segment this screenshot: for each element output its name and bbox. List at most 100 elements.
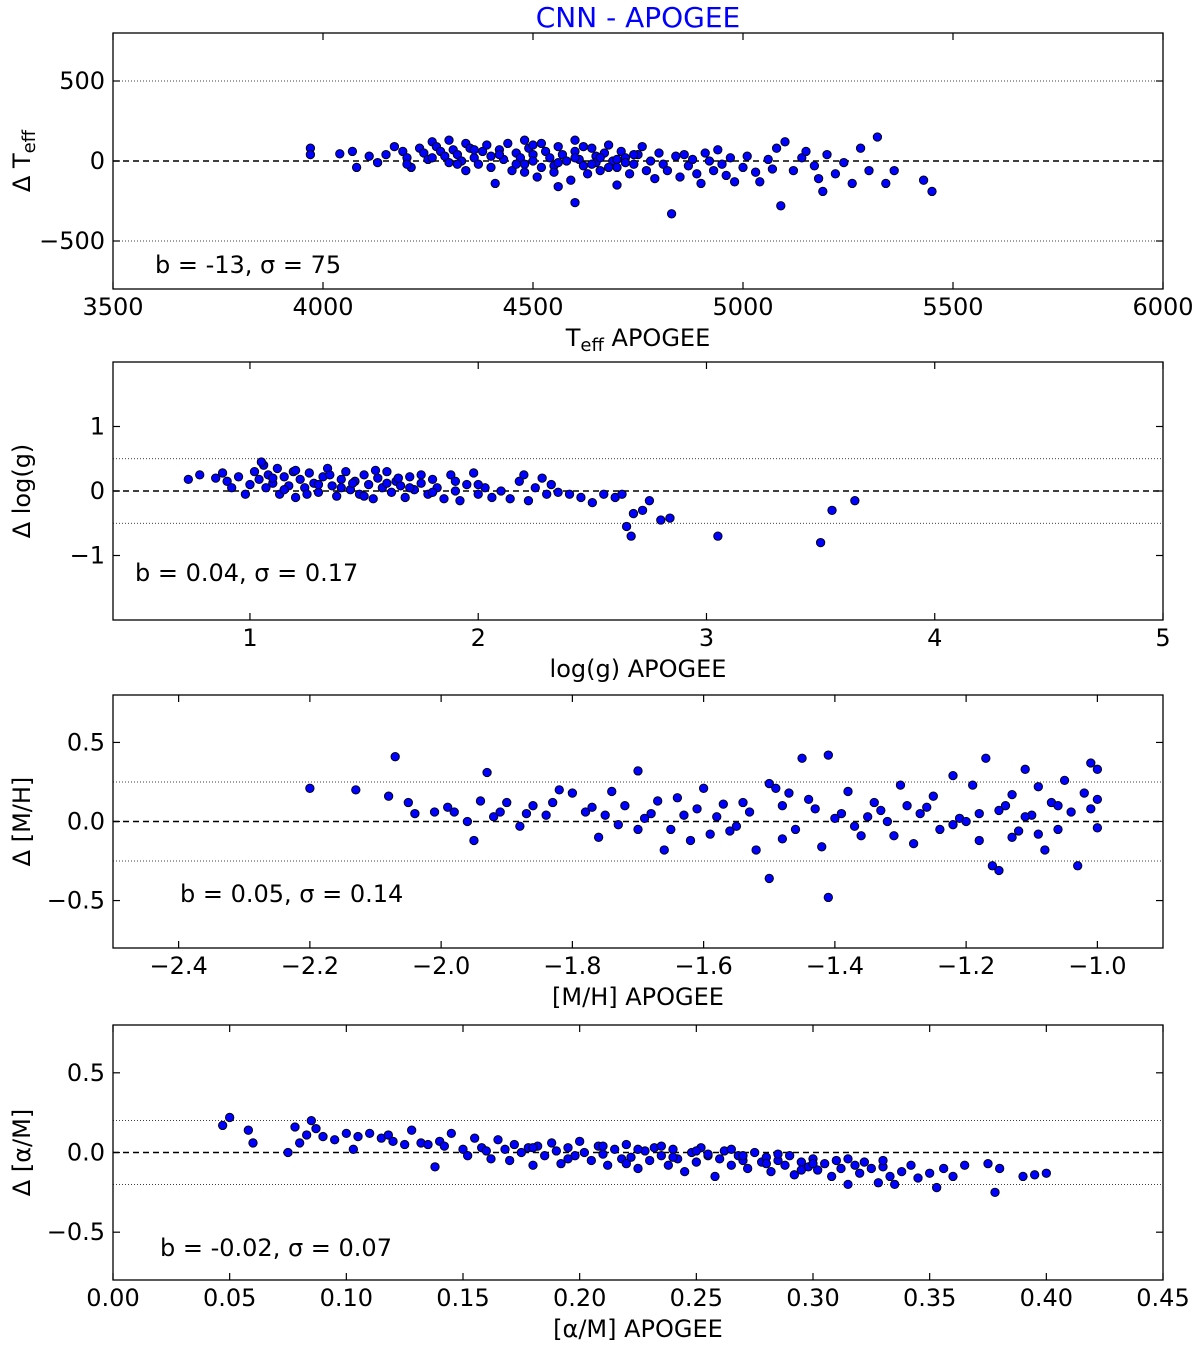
x-tick-label: 5000 <box>712 293 773 321</box>
data-point <box>731 821 742 831</box>
data-point <box>595 165 605 176</box>
data-point <box>855 1168 865 1178</box>
data-point <box>514 476 524 486</box>
data-point <box>767 164 778 174</box>
x-axis-label: Teff APOGEE <box>565 324 711 356</box>
x-tick-label: 0.00 <box>86 1284 139 1312</box>
data-point <box>803 794 814 805</box>
data-point <box>449 807 459 817</box>
data-point <box>1079 788 1089 798</box>
data-point <box>1092 764 1103 774</box>
data-point <box>473 159 484 169</box>
data-point <box>603 1160 613 1170</box>
data-point <box>646 808 656 819</box>
data-point <box>849 821 860 831</box>
y-tick-label: −0.5 <box>47 1218 105 1246</box>
x-tick-label: 0.05 <box>203 1284 256 1312</box>
data-point <box>440 151 450 161</box>
x-tick-label: −1.6 <box>674 952 732 980</box>
data-point <box>373 473 383 483</box>
data-point <box>330 1135 340 1145</box>
data-point <box>981 753 991 763</box>
data-point <box>1086 804 1096 814</box>
data-point <box>818 186 828 197</box>
data-point <box>579 1147 589 1158</box>
data-point <box>645 1155 655 1166</box>
data-point <box>563 1143 573 1153</box>
data-point <box>419 148 429 158</box>
data-point <box>370 465 381 476</box>
x-tick-label: 0.10 <box>320 1284 373 1312</box>
x-tick-label: 0.35 <box>903 1284 956 1312</box>
data-point <box>341 1128 351 1139</box>
data-point <box>633 824 643 835</box>
data-point <box>902 801 912 811</box>
data-point <box>383 1130 393 1140</box>
data-point <box>1073 861 1083 871</box>
data-point <box>881 178 891 189</box>
data-point <box>831 1155 841 1166</box>
data-point <box>607 786 617 797</box>
data-point <box>1041 1168 1051 1178</box>
x-tick-label: 4 <box>927 624 942 652</box>
data-point <box>603 140 614 150</box>
data-point <box>843 1154 853 1164</box>
data-point <box>850 1160 860 1170</box>
data-point <box>987 861 998 871</box>
data-point <box>587 143 597 153</box>
data-point <box>450 486 461 496</box>
data-point <box>906 1160 916 1170</box>
data-point <box>666 824 676 835</box>
data-point <box>575 1136 585 1146</box>
data-point <box>662 165 673 176</box>
data-point <box>365 1128 375 1139</box>
data-point <box>721 170 731 181</box>
data-point <box>509 1139 519 1150</box>
data-point <box>227 483 237 493</box>
data-point <box>738 1151 748 1161</box>
data-point <box>1053 824 1063 835</box>
data-point <box>1007 832 1017 842</box>
data-point <box>771 783 781 793</box>
data-point <box>878 1155 888 1166</box>
data-point <box>925 1168 935 1178</box>
data-point <box>347 146 358 157</box>
data-point <box>279 472 289 482</box>
data-point <box>715 1154 725 1164</box>
data-point <box>475 796 486 806</box>
data-point <box>839 157 849 168</box>
data-point <box>542 489 552 499</box>
data-point <box>797 753 807 763</box>
data-point <box>532 172 542 182</box>
data-point <box>598 1141 608 1151</box>
data-point <box>692 804 702 814</box>
x-tick-label: −2.4 <box>149 952 207 980</box>
data-point <box>528 140 538 150</box>
data-point <box>243 1125 253 1135</box>
data-point <box>637 141 647 152</box>
data-point <box>486 162 496 173</box>
data-point <box>897 1166 907 1177</box>
data-point <box>528 801 538 811</box>
data-point <box>455 496 465 506</box>
y-tick-label: 0.5 <box>67 1059 105 1087</box>
data-point <box>789 1170 799 1180</box>
data-point <box>570 197 580 208</box>
data-point <box>827 1171 837 1182</box>
data-point <box>388 1136 398 1146</box>
data-point <box>553 141 563 152</box>
data-point <box>685 835 696 846</box>
y-tick-label: 0 <box>90 147 105 175</box>
y-tick-label: 0 <box>90 477 105 505</box>
data-point <box>801 146 811 157</box>
data-point <box>1053 801 1063 811</box>
data-point <box>869 797 879 808</box>
data-point <box>382 466 392 477</box>
data-point <box>847 178 857 189</box>
data-point <box>553 487 563 497</box>
data-point <box>866 1163 876 1174</box>
data-point <box>742 151 752 161</box>
data-point <box>932 1182 942 1193</box>
data-point <box>763 154 773 165</box>
data-point <box>928 791 938 801</box>
